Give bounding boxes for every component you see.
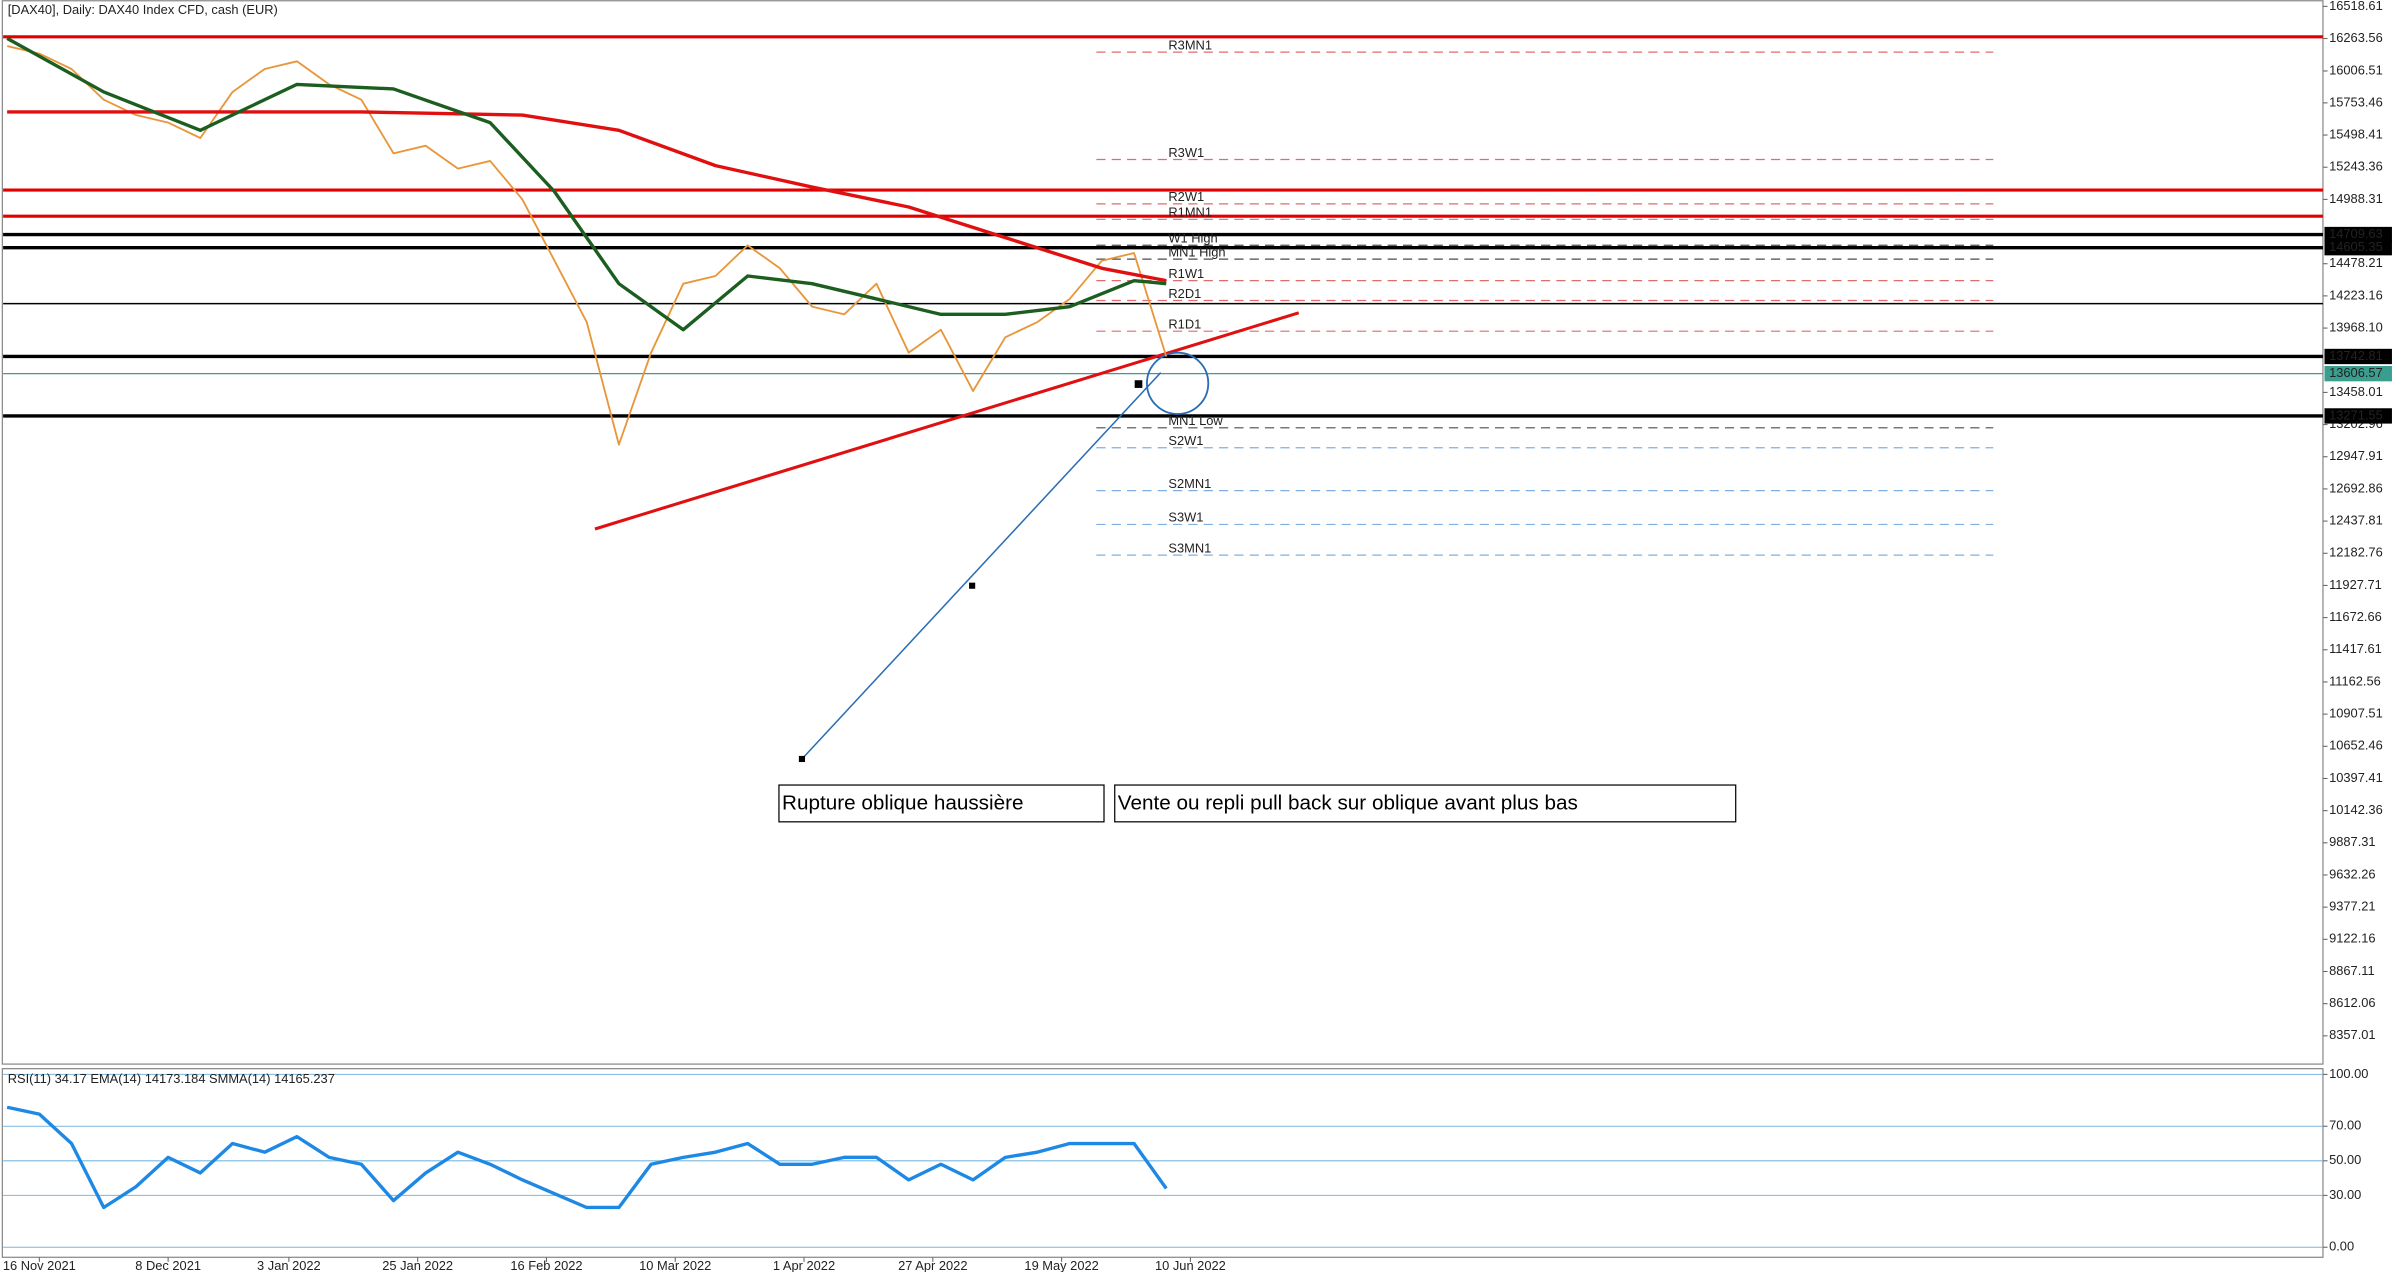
pivot-label: S3W1: [1168, 510, 1203, 525]
pivot-label: W1 High: [1168, 231, 1217, 246]
y-tick-label: 15243.36: [2329, 159, 2383, 174]
axis-layer: 16518.61 16263.56 16006.51 15753.46 15498.41…: [3, 0, 2392, 1272]
price-label-box: [2324, 226, 2392, 243]
chart-title: [DAX40], Daily: DAX40 Index CFD, cash (E…: [8, 2, 278, 17]
y-tick-label: 13968.10: [2329, 319, 2383, 334]
highlight-circle: [1146, 351, 1210, 415]
y-tick-label: 12692.86: [2329, 480, 2383, 495]
price-label-box: [2324, 240, 2392, 256]
rsi-title: RSI(11) 34.17 EMA(14) 14173.184 SMMA(14)…: [8, 1071, 335, 1086]
price-label-box: [2324, 408, 2392, 424]
y-tick-label: 14478.21: [2329, 255, 2383, 270]
y-tick-label: 14988.31: [2329, 191, 2383, 206]
y-tick-label: 8612.06: [2329, 995, 2375, 1010]
annotation-box: [1114, 784, 1737, 823]
series-layer: [6, 36, 1168, 1210]
annotation-box: [778, 784, 1105, 823]
y-tick-label: 8357.01: [2329, 1027, 2375, 1042]
price-label: 13606.57: [2329, 365, 2383, 380]
series-line: [6, 36, 1167, 332]
annotation-text: Vente ou repli pull back sur oblique ava…: [1118, 792, 1578, 815]
price-label-box: [2324, 366, 2392, 382]
pivot-label: S3MN1: [1168, 540, 1211, 555]
y-tick-label: 11162.56: [2329, 673, 2381, 688]
pivot-label: R3MN1: [1168, 37, 1212, 52]
series-line: [7, 110, 1167, 283]
trendline: [594, 311, 1300, 531]
price-label: 14709.63: [2329, 226, 2383, 241]
price-label: 13742.81: [2329, 348, 2383, 363]
y-tick-label: 50.00: [2329, 1152, 2361, 1167]
x-tick-label: 1 Apr 2022: [773, 1258, 835, 1272]
x-tick-label: 10 Jun 2022: [1155, 1258, 1226, 1272]
y-tick-label: 11417.61: [2329, 641, 2382, 656]
series-line: [6, 45, 1168, 446]
pivot-label: MN1 High: [1168, 244, 1225, 259]
anchor-point: [798, 755, 806, 763]
pivot-label: S2W1: [1168, 433, 1203, 448]
pivot-label: MN1 Low: [1168, 413, 1223, 428]
y-tick-label: 100.00: [2329, 1066, 2368, 1081]
y-tick-label: 15753.46: [2329, 94, 2383, 109]
anchor-point: [1134, 380, 1143, 388]
y-tick-label: 9887.31: [2329, 834, 2375, 849]
y-tick-label: 10907.51: [2329, 706, 2383, 721]
main-panel-frame: [1, 0, 2324, 1065]
pivot-label: R2W1: [1168, 189, 1204, 204]
y-tick-label: 12947.91: [2329, 448, 2383, 463]
y-tick-label: 9377.21: [2329, 899, 2375, 914]
x-tick-label: 19 May 2022: [1024, 1258, 1098, 1272]
pivot-label: R1W1: [1168, 266, 1204, 281]
price-label: 14605.35: [2329, 239, 2383, 254]
y-tick-label: 11927.71: [2329, 577, 2382, 592]
rsi-panel-frame: [1, 1068, 2324, 1258]
pivot-label: R3W1: [1168, 145, 1204, 160]
y-tick-label: 12437.81: [2329, 513, 2383, 528]
x-tick-label: 25 Jan 2022: [382, 1258, 453, 1272]
arrow-line: [801, 372, 1162, 760]
y-tick-label: 8867.11: [2329, 963, 2375, 978]
pivot-label: R1MN1: [1168, 205, 1212, 220]
x-tick-label: 3 Jan 2022: [257, 1258, 321, 1272]
y-tick-label: 9122.16: [2329, 931, 2375, 946]
y-tick-label: 10397.41: [2329, 770, 2383, 785]
x-tick-label: 8 Dec 2021: [135, 1258, 201, 1272]
y-tick-label: 16006.51: [2329, 62, 2383, 77]
y-tick-label: 12182.76: [2329, 545, 2383, 560]
annotation-text: Rupture oblique haussière: [782, 792, 1024, 815]
y-tick-label: 9632.26: [2329, 866, 2375, 881]
y-tick-label: 15498.41: [2329, 126, 2383, 141]
x-tick-label: 16 Feb 2022: [510, 1258, 582, 1272]
pivot-label: S2MN1: [1168, 476, 1211, 491]
x-tick-label: 27 Apr 2022: [898, 1258, 967, 1272]
x-tick-label: 16 Nov 2021: [3, 1258, 76, 1272]
y-tick-label: 13458.01: [2329, 384, 2383, 399]
y-tick-label: 0.00: [2329, 1239, 2354, 1254]
price-label-box: [2324, 348, 2392, 365]
y-tick-label: 10652.46: [2329, 738, 2383, 753]
y-tick-label: 70.00: [2329, 1118, 2361, 1133]
y-tick-label: 10142.36: [2329, 802, 2383, 817]
pivot-label: R2D1: [1168, 286, 1201, 301]
y-tick-label: 16518.61: [2329, 0, 2383, 13]
y-tick-label: 16263.56: [2329, 30, 2383, 45]
anchor-point: [969, 582, 976, 589]
y-tick-label: 14223.16: [2329, 287, 2383, 302]
y-tick-label: 30.00: [2329, 1187, 2361, 1202]
pivot-label: R1D1: [1168, 316, 1201, 331]
series-line: [6, 1105, 1168, 1210]
y-tick-label: 11672.66: [2329, 609, 2382, 624]
price-label: 13271.55: [2329, 407, 2383, 422]
x-tick-label: 10 Mar 2022: [639, 1258, 711, 1272]
